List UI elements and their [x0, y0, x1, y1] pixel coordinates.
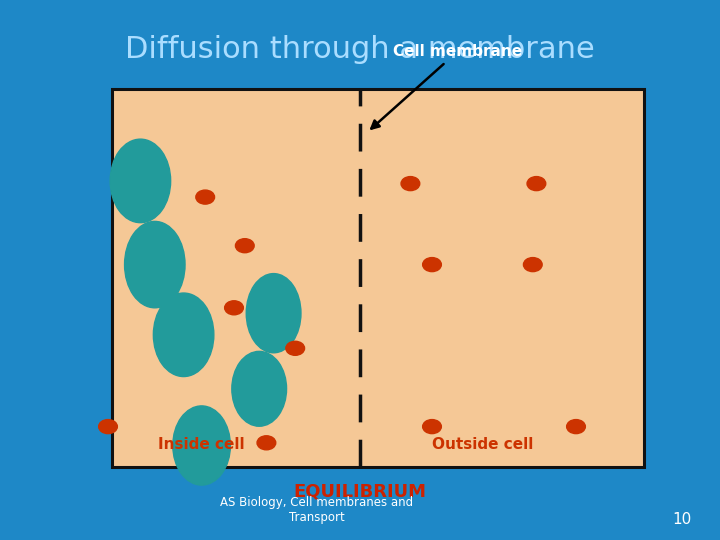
Bar [112, 89, 644, 467]
Circle shape [527, 177, 546, 191]
Circle shape [257, 436, 276, 450]
Ellipse shape [110, 139, 171, 222]
Text: EQUILIBRIUM: EQUILIBRIUM [294, 482, 426, 500]
Circle shape [99, 420, 117, 434]
Circle shape [286, 341, 305, 355]
Circle shape [423, 420, 441, 434]
Ellipse shape [232, 352, 287, 426]
Circle shape [567, 420, 585, 434]
Text: Cell membrane: Cell membrane [372, 44, 522, 129]
Text: 10: 10 [672, 512, 691, 527]
Text: Inside cell: Inside cell [158, 437, 245, 452]
Circle shape [401, 177, 420, 191]
Ellipse shape [173, 406, 230, 485]
Circle shape [225, 301, 243, 315]
Text: Diffusion through a membrane: Diffusion through a membrane [125, 35, 595, 64]
Circle shape [423, 258, 441, 272]
Circle shape [235, 239, 254, 253]
Text: AS Biology, Cell membranes and
Transport: AS Biology, Cell membranes and Transport [220, 496, 413, 524]
Text: Outside cell: Outside cell [432, 437, 534, 452]
Ellipse shape [125, 221, 185, 308]
Circle shape [523, 258, 542, 272]
Ellipse shape [246, 274, 301, 353]
Circle shape [196, 190, 215, 204]
Ellipse shape [153, 293, 214, 376]
